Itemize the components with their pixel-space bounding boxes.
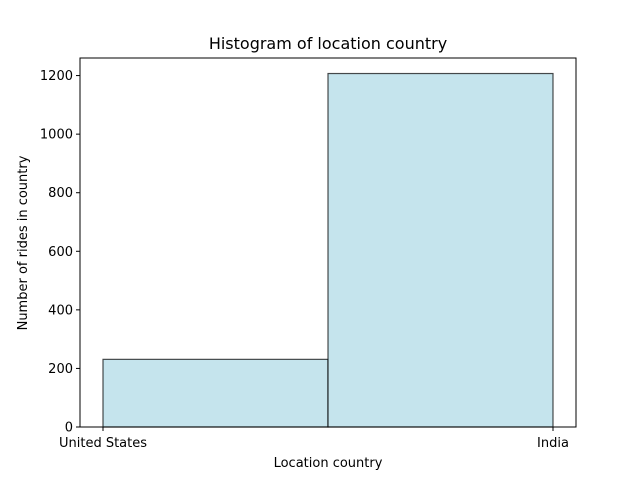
x-axis-label: Location country [274,456,383,471]
y-axis-label: Number of rides in country [16,155,31,330]
bars-layer [102,72,554,428]
chart-title: Histogram of location country [209,34,447,53]
y-tick-label: 200 [48,362,73,377]
bar-india [327,72,554,428]
bar-united-states [102,358,329,428]
x-tick-label: United States [59,436,147,451]
y-tick-label: 400 [48,303,73,318]
y-ticks: 0 200 400 600 800 1000 1200 [40,69,80,436]
plot-frame [79,57,577,428]
x-tick-label: India [537,436,569,451]
y-tick-label: 600 [48,245,73,260]
y-tick-label: 0 [65,421,73,436]
y-tick-label: 1000 [40,128,73,143]
y-tick-label: 1200 [40,69,73,84]
y-tick-label: 800 [48,186,73,201]
x-ticks: United States India [59,427,569,451]
